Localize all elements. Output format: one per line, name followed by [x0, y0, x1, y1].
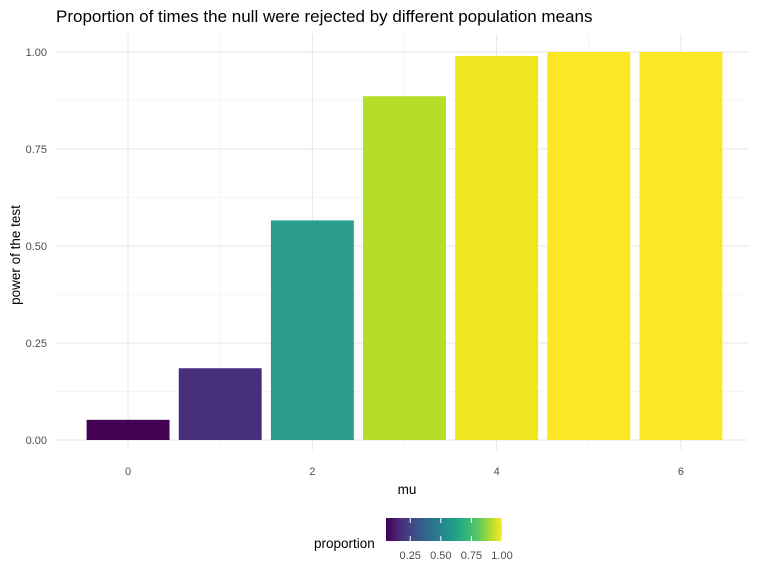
bar-mu-5	[547, 52, 631, 440]
y-tick-label: 0.25	[26, 338, 47, 350]
y-tick-label: 0.75	[26, 144, 47, 156]
x-tick-label: 2	[309, 466, 315, 478]
x-tick-label: 4	[494, 466, 500, 478]
x-axis-ticks: 0 2 4 6	[125, 466, 684, 478]
legend: proportion 0.25 0.50 0.75 1.00	[314, 518, 513, 562]
legend-tick-label: 0.75	[461, 550, 482, 562]
legend-colorbar	[386, 518, 502, 541]
bar-mu-3	[363, 96, 446, 441]
y-tick-label: 0.50	[26, 241, 47, 253]
chart-title: Proportion of times the null were reject…	[56, 7, 592, 26]
x-tick-label: 6	[678, 466, 684, 478]
bar-mu-2	[270, 220, 354, 440]
bar-mu-0	[86, 419, 170, 440]
x-tick-label: 0	[125, 466, 131, 478]
legend-ticks: 0.25 0.50 0.75 1.00	[400, 518, 513, 562]
y-axis-label: power of the test	[8, 205, 23, 305]
x-axis-label: mu	[398, 482, 417, 497]
legend-title: proportion	[314, 536, 375, 551]
y-tick-label: 0.00	[26, 435, 47, 447]
legend-tick-label: 0.25	[400, 550, 421, 562]
y-tick-label: 1.00	[26, 47, 47, 59]
y-axis-ticks: 0.00 0.25 0.50 0.75 1.00	[26, 47, 47, 447]
bar-mu-6	[639, 52, 723, 440]
bar-mu-1	[178, 368, 262, 440]
legend-tick-label: 1.00	[491, 550, 512, 562]
legend-tick-label: 0.50	[430, 550, 451, 562]
bar-mu-4	[455, 55, 539, 440]
bars-group	[86, 52, 723, 441]
